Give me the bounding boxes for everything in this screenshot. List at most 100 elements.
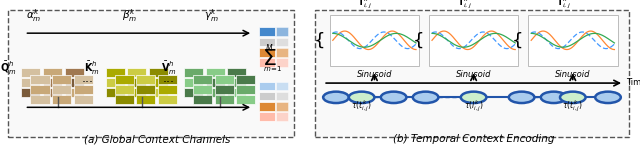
Bar	[227, 68, 246, 77]
Text: $\bar{\mathbf{Q}}_m^h$: $\bar{\mathbf{Q}}_m^h$	[1, 60, 17, 77]
Bar	[52, 95, 71, 104]
Text: Time: Time	[626, 78, 640, 87]
Bar	[184, 78, 203, 87]
Text: $m\!=\!1$: $m\!=\!1$	[263, 64, 282, 73]
Bar	[259, 38, 275, 46]
Text: $\mathbf{T}_{i,j}^k$: $\mathbf{T}_{i,j}^k$	[357, 0, 372, 11]
Bar	[227, 88, 246, 97]
Circle shape	[461, 92, 486, 103]
Bar	[52, 85, 71, 94]
Bar	[259, 113, 275, 121]
Bar	[22, 78, 40, 87]
Bar	[74, 75, 93, 84]
Text: $\bar{\mathbf{V}}_m^h$: $\bar{\mathbf{V}}_m^h$	[161, 60, 177, 77]
Bar	[106, 68, 125, 77]
Bar	[149, 78, 168, 87]
Bar	[31, 95, 49, 104]
Circle shape	[381, 92, 406, 103]
Bar	[106, 88, 125, 97]
Text: Sinusoid: Sinusoid	[555, 70, 591, 79]
Text: $\bar{\mathbf{K}}_m^h$: $\bar{\mathbf{K}}_m^h$	[84, 60, 100, 77]
Bar	[276, 92, 287, 100]
Bar	[259, 48, 275, 57]
Bar	[276, 38, 287, 46]
Bar	[158, 85, 177, 94]
Bar	[205, 78, 225, 87]
Text: {: {	[314, 31, 325, 49]
Bar	[205, 88, 225, 97]
Bar	[330, 15, 419, 66]
Text: ...: ...	[163, 72, 175, 85]
Bar	[193, 75, 212, 84]
Text: Sinusoid: Sinusoid	[456, 70, 492, 79]
Bar	[259, 82, 275, 90]
Text: $\tau(l_{i,j}^k)$: $\tau(l_{i,j}^k)$	[463, 99, 484, 114]
Bar	[115, 95, 134, 104]
Circle shape	[541, 92, 566, 103]
Bar	[259, 58, 275, 67]
Bar	[259, 102, 275, 111]
Bar	[158, 75, 177, 84]
Bar	[184, 68, 203, 77]
Bar	[276, 58, 287, 67]
Text: $\Sigma$: $\Sigma$	[262, 49, 277, 69]
Bar	[276, 102, 287, 111]
Bar	[259, 92, 275, 100]
Text: $\gamma_m^k$: $\gamma_m^k$	[204, 8, 218, 24]
Bar	[158, 95, 177, 104]
Bar	[236, 85, 255, 94]
Bar	[276, 82, 287, 90]
Text: (a) Global Context Channels: (a) Global Context Channels	[84, 134, 230, 144]
Bar	[276, 48, 287, 57]
Bar	[236, 75, 255, 84]
Circle shape	[349, 92, 374, 103]
Bar	[65, 68, 84, 77]
Bar	[65, 78, 84, 87]
Bar	[127, 88, 147, 97]
Bar	[528, 15, 618, 66]
Circle shape	[595, 92, 621, 103]
Text: (b) Temporal Context Encoding: (b) Temporal Context Encoding	[393, 134, 554, 144]
Bar	[65, 88, 84, 97]
Bar	[127, 68, 147, 77]
Bar	[276, 113, 287, 121]
Text: $\mathbf{T}_{i,j}^k$: $\mathbf{T}_{i,j}^k$	[556, 0, 571, 11]
Bar	[106, 78, 125, 87]
FancyBboxPatch shape	[316, 10, 628, 137]
Text: $\tau(t_{i,j}^k)$: $\tau(t_{i,j}^k)$	[563, 99, 583, 114]
Bar	[136, 85, 156, 94]
Bar	[236, 95, 255, 104]
Circle shape	[509, 92, 534, 103]
Bar	[74, 95, 93, 104]
Text: {: {	[512, 31, 524, 49]
Bar	[193, 95, 212, 104]
Text: ...: ...	[82, 72, 93, 85]
Bar	[276, 27, 287, 36]
Bar	[22, 88, 40, 97]
Bar	[43, 68, 62, 77]
Text: $\alpha_m^k$: $\alpha_m^k$	[26, 8, 41, 24]
Bar	[31, 75, 49, 84]
Text: $\beta_m^k$: $\beta_m^k$	[122, 8, 138, 24]
Bar	[193, 85, 212, 94]
Bar	[184, 88, 203, 97]
Bar	[43, 78, 62, 87]
Bar	[74, 85, 93, 94]
Circle shape	[413, 92, 438, 103]
Bar	[43, 88, 62, 97]
Text: $M$: $M$	[266, 42, 274, 53]
Text: {: {	[413, 31, 424, 49]
Bar	[136, 75, 156, 84]
Bar	[149, 88, 168, 97]
Circle shape	[560, 92, 586, 103]
Bar	[429, 15, 518, 66]
Bar	[214, 75, 234, 84]
Bar	[227, 78, 246, 87]
Bar	[52, 75, 71, 84]
Bar	[259, 27, 275, 36]
Bar	[22, 68, 40, 77]
Bar	[214, 85, 234, 94]
Bar	[214, 95, 234, 104]
Bar	[149, 68, 168, 77]
Bar	[115, 75, 134, 84]
